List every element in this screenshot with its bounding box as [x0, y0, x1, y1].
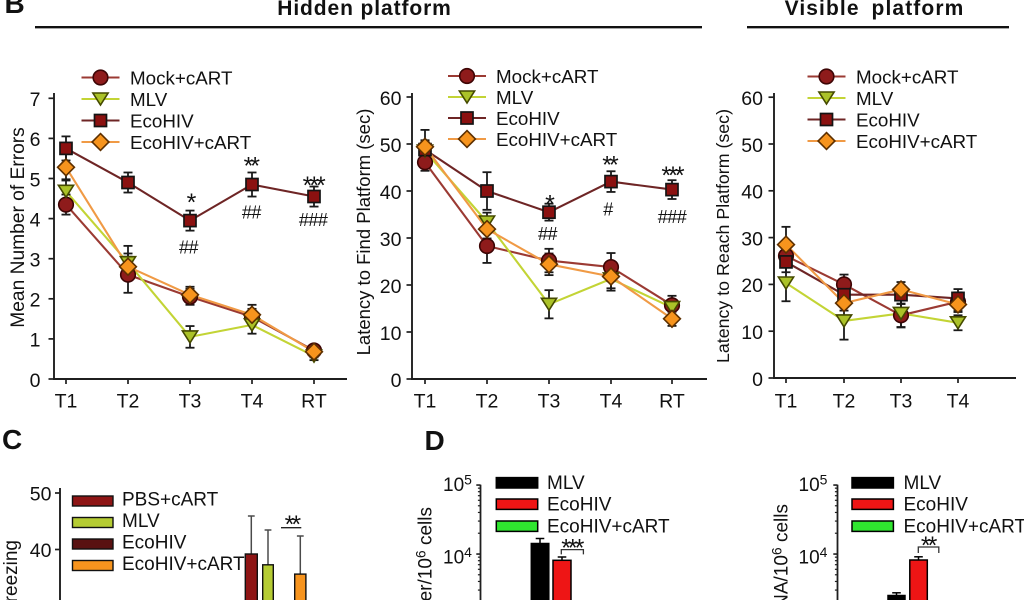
svg-text:EcoHIV: EcoHIV — [496, 108, 560, 129]
svg-text:Hidden platform: Hidden platform — [277, 0, 452, 20]
svg-text:##: ## — [538, 224, 558, 244]
svg-text:7: 7 — [30, 89, 41, 111]
svg-text:T4: T4 — [241, 391, 264, 413]
svg-text:10: 10 — [741, 322, 763, 344]
svg-text:EcoHIV+cART: EcoHIV+cART — [122, 554, 245, 575]
svg-text:MLV: MLV — [856, 88, 894, 109]
svg-text:MLV: MLV — [904, 473, 942, 494]
svg-text:2: 2 — [30, 290, 41, 312]
svg-text:60: 60 — [380, 88, 402, 110]
svg-text:Mock+cART: Mock+cART — [856, 67, 959, 88]
svg-text:MLV: MLV — [130, 89, 168, 110]
svg-text:60: 60 — [741, 88, 763, 110]
svg-text:40: 40 — [380, 182, 402, 204]
svg-text:Mock+cART: Mock+cART — [130, 68, 233, 89]
svg-text:30: 30 — [380, 229, 402, 251]
svg-text:EcoHIV: EcoHIV — [856, 110, 920, 131]
svg-text:40: 40 — [741, 182, 763, 204]
svg-text:EcoHIV: EcoHIV — [122, 533, 187, 554]
svg-text:50: 50 — [741, 135, 763, 157]
svg-text:***: *** — [561, 535, 584, 563]
svg-text:C: C — [2, 424, 22, 455]
svg-text:MLV: MLV — [122, 511, 160, 532]
svg-text:#: # — [603, 199, 613, 219]
svg-text:EcoHIV+cART: EcoHIV+cART — [904, 517, 1024, 538]
svg-text:50: 50 — [380, 135, 402, 157]
svg-text:30: 30 — [741, 228, 763, 250]
svg-text:% freezing: % freezing — [1, 540, 22, 600]
svg-text:T4: T4 — [947, 391, 970, 413]
svg-text:T3: T3 — [538, 391, 561, 413]
svg-text:EcoHIV+cART: EcoHIV+cART — [130, 132, 252, 153]
svg-text:Latency to Find Platform (sec): Latency to Find Platform (sec) — [353, 109, 374, 356]
svg-text:0: 0 — [752, 369, 763, 391]
svg-text:###: ### — [299, 210, 328, 230]
svg-text:##: ## — [242, 202, 262, 222]
svg-text:Mean Number of Errors: Mean Number of Errors — [8, 127, 29, 327]
svg-text:0: 0 — [391, 370, 402, 392]
svg-text:T2: T2 — [476, 391, 499, 413]
svg-text:EcoHIV: EcoHIV — [130, 111, 194, 132]
svg-text:EcoHIV: EcoHIV — [547, 495, 612, 516]
svg-text:T1: T1 — [55, 391, 78, 413]
svg-text:0: 0 — [30, 370, 41, 392]
svg-text:##: ## — [179, 237, 199, 257]
svg-text:Mock+cART: Mock+cART — [496, 66, 599, 87]
svg-text:EcoHIV+cART: EcoHIV+cART — [496, 129, 618, 150]
svg-text:T3: T3 — [890, 391, 913, 413]
svg-text:T4: T4 — [600, 391, 623, 413]
svg-text:D: D — [425, 425, 445, 456]
svg-text:MLV: MLV — [547, 473, 585, 494]
svg-text:RT: RT — [659, 391, 685, 413]
svg-text:T1: T1 — [414, 391, 437, 413]
svg-text:***: *** — [303, 172, 326, 200]
svg-text:T2: T2 — [833, 391, 856, 413]
svg-text:10: 10 — [380, 323, 402, 345]
svg-text:PBS+cART: PBS+cART — [122, 490, 219, 511]
svg-text:T2: T2 — [117, 391, 140, 413]
svg-text:50: 50 — [30, 483, 52, 505]
svg-text:MLV: MLV — [496, 87, 534, 108]
svg-text:***: *** — [661, 162, 684, 190]
svg-text:Latency to Reach Platform (sec: Latency to Reach Platform (sec) — [713, 109, 733, 363]
svg-text:Visible platform: Visible platform — [785, 0, 965, 20]
svg-text:EcoHIV+cART: EcoHIV+cART — [856, 131, 978, 152]
svg-text:T1: T1 — [775, 391, 798, 413]
svg-text:40: 40 — [30, 540, 52, 562]
svg-text:20: 20 — [380, 276, 402, 298]
svg-text:4: 4 — [30, 209, 41, 231]
svg-text:5: 5 — [30, 169, 41, 191]
svg-text:RT: RT — [301, 391, 327, 413]
svg-text:EcoHIV: EcoHIV — [904, 495, 969, 516]
svg-text:###: ### — [658, 207, 687, 227]
svg-text:T3: T3 — [179, 391, 202, 413]
svg-text:20: 20 — [741, 275, 763, 297]
svg-text:3: 3 — [30, 250, 41, 272]
svg-text:6: 6 — [30, 129, 41, 151]
svg-text:EcoHIV+cART: EcoHIV+cART — [547, 517, 670, 538]
svg-text:B: B — [5, 0, 25, 19]
svg-text:1: 1 — [30, 330, 41, 352]
